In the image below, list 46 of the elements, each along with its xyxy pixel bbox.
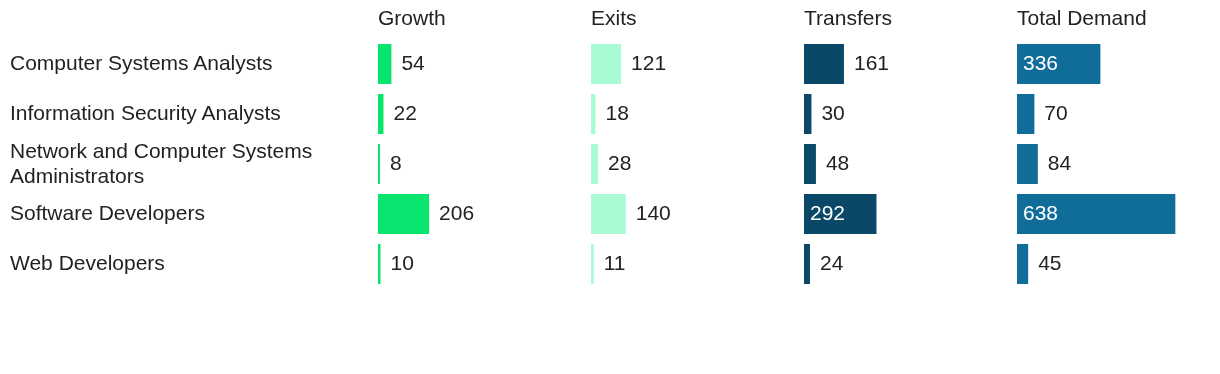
data-label: 161 — [853, 51, 889, 74]
chart-title: Total Demand — [1017, 6, 1147, 29]
data-label: 121 — [631, 51, 667, 74]
data-label: 54 — [401, 51, 426, 74]
bar — [1017, 194, 1176, 234]
bar — [1017, 244, 1029, 284]
data-label: 24 — [819, 251, 844, 274]
data-label: 70 — [1044, 101, 1068, 124]
bar — [591, 244, 594, 284]
data-label: 638 — [1023, 201, 1059, 224]
bar — [591, 144, 598, 184]
bar — [591, 44, 622, 84]
data-label: 140 — [635, 201, 671, 224]
bar — [804, 144, 816, 184]
chart-title: Transfers — [804, 6, 892, 29]
chart-title: Exits — [591, 6, 637, 29]
data-label: 22 — [393, 101, 417, 124]
data-label: 18 — [605, 101, 629, 124]
bar — [1017, 144, 1038, 184]
y-tick-label: Computer Systems Analysts — [10, 51, 273, 74]
chart-title: Growth — [378, 6, 446, 29]
data-label: 84 — [1047, 151, 1072, 174]
data-label: 206 — [439, 201, 475, 224]
y-tick-label: Information Security Analysts — [10, 101, 281, 124]
bar — [804, 44, 844, 84]
data-label: 28 — [607, 151, 632, 174]
bar — [378, 94, 384, 134]
bar — [804, 244, 810, 284]
y-tick-label: Web Developers — [10, 251, 165, 274]
data-label: 292 — [810, 201, 846, 224]
y-tick-label: Network and Computer Systems Administrators — [10, 138, 313, 187]
data-label: 8 — [389, 151, 402, 174]
bar — [378, 44, 392, 84]
bar — [804, 194, 877, 234]
bar — [378, 194, 430, 234]
data-label: 10 — [390, 251, 414, 274]
data-label: 45 — [1038, 251, 1062, 274]
bar — [591, 194, 626, 234]
bar — [1017, 94, 1035, 134]
y-tick-label: Software Developers — [10, 201, 205, 224]
bar — [1017, 44, 1101, 84]
bar — [804, 94, 812, 134]
data-label: 30 — [821, 101, 845, 124]
data-label: 48 — [825, 151, 850, 174]
data-label: 11 — [603, 251, 626, 274]
data-label: 336 — [1023, 51, 1059, 74]
